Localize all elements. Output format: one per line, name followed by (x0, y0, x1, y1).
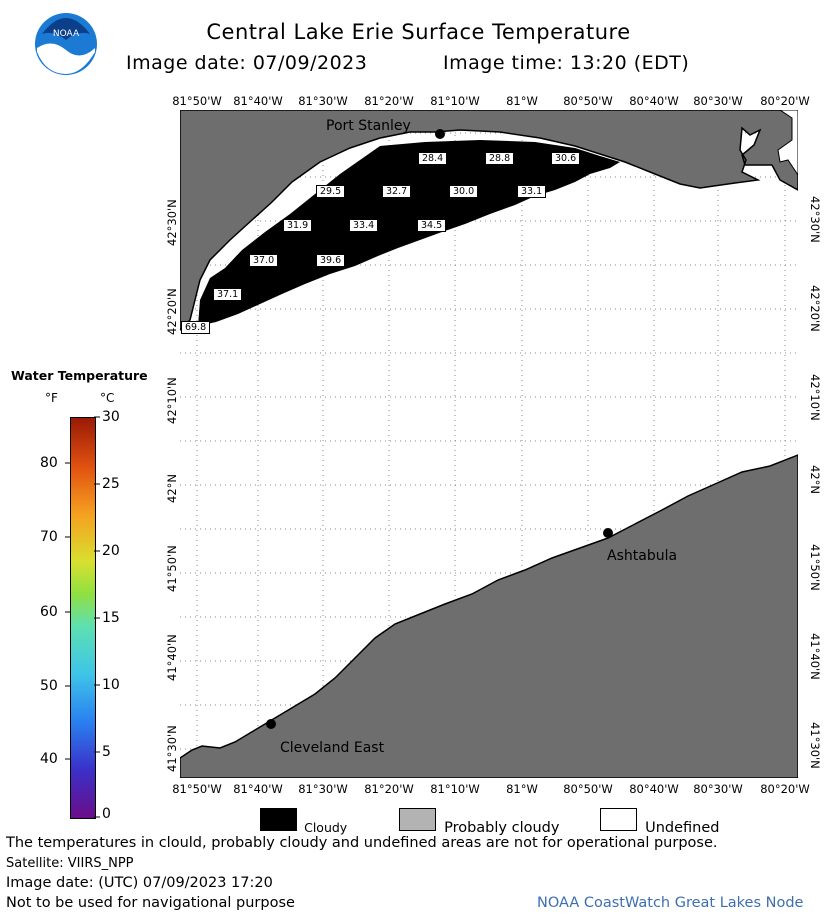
map-title: Central Lake Erie Surface Temperature (206, 20, 631, 44)
temp-label: 69.8 (181, 321, 211, 334)
svg-text:NOAA: NOAA (53, 29, 80, 39)
temp-label: 33.4 (349, 219, 379, 232)
undefined-swatch (600, 808, 637, 831)
lon-label: 81°20'W (364, 782, 414, 796)
temp-label: 31.9 (283, 219, 313, 232)
navigation-warning: Not to be used for navigational purpose (6, 895, 295, 911)
lon-label: 80°30'W (693, 94, 743, 108)
lon-label: 81°W (506, 94, 538, 108)
temp-label: 30.0 (449, 185, 479, 198)
lon-label: 81°40'W (233, 94, 283, 108)
lon-label: 80°50'W (563, 782, 613, 796)
legend-f-tick: 70 (40, 529, 58, 545)
lon-label: 81°30'W (298, 782, 348, 796)
lat-label: 41°40'N (808, 633, 822, 680)
temp-label: 33.1 (517, 185, 547, 198)
temp-label: 32.7 (382, 185, 412, 198)
port-stanley-marker (435, 129, 445, 139)
image-date: Image date: 07/09/2023 (126, 52, 368, 74)
legend-c-tick: 5 (102, 744, 111, 760)
undefined-label: Undefined (645, 820, 720, 836)
lat-label: 41°40'N (165, 634, 179, 681)
lat-label: 42°N (165, 474, 179, 503)
lon-label: 81°40'W (233, 782, 283, 796)
legend-ticks (65, 416, 100, 818)
lat-label: 41°30'N (165, 725, 179, 772)
credit-text: NOAA CoastWatch Great Lakes Node (537, 895, 804, 911)
lon-label: 81°20'W (364, 94, 414, 108)
lat-label: 41°50'N (165, 545, 179, 592)
cloud-region (198, 140, 620, 326)
legend-c-tick: 15 (102, 610, 120, 626)
ashtabula-marker (603, 528, 613, 538)
lat-label: 41°30'N (808, 722, 822, 769)
north-shore-land (180, 110, 798, 332)
lat-label: 42°10'N (808, 374, 822, 421)
probably-cloudy-swatch (399, 808, 436, 831)
cloudy-swatch (260, 808, 297, 831)
lon-label: 80°30'W (693, 782, 743, 796)
lon-label: 81°W (506, 782, 538, 796)
legend-f-tick: 60 (40, 604, 58, 620)
lon-label: 81°30'W (298, 94, 348, 108)
temp-label: 37.1 (213, 288, 243, 301)
temp-label: 29.5 (316, 185, 346, 198)
lat-label: 42°20'N (808, 285, 822, 332)
lat-label: 42°N (808, 465, 822, 494)
legend-unit-f: °F (45, 391, 58, 405)
city-label-port-stanley: Port Stanley (326, 118, 411, 134)
disclaimer-text: The temperatures in clould, probably clo… (6, 835, 718, 851)
image-time: Image time: 13:20 (EDT) (443, 52, 690, 74)
utc-date-text: Image date: (UTC) 07/09/2023 17:20 (6, 875, 273, 891)
lon-label: 81°50'W (172, 94, 222, 108)
lon-label: 80°20'W (760, 94, 810, 108)
lon-label: 80°50'W (563, 94, 613, 108)
cleveland-east-marker (266, 719, 276, 729)
lon-label: 80°40'W (629, 94, 679, 108)
lon-label: 80°20'W (760, 782, 810, 796)
map-panel (180, 110, 798, 778)
legend-title: Water Temperature (11, 368, 148, 383)
legend-undefined: Undefined (600, 808, 719, 836)
legend-f-tick: 40 (40, 751, 58, 767)
legend-f-tick: 50 (40, 678, 58, 694)
legend-f-tick: 80 (40, 455, 58, 471)
lat-label: 42°30'N (165, 199, 179, 246)
lat-label: 41°50'N (808, 544, 822, 591)
satellite-text: Satellite: VIIRS_NPP (6, 856, 134, 871)
legend-c-tick: 10 (102, 677, 120, 693)
legend-c-tick: 30 (102, 409, 120, 425)
legend-c-tick: 20 (102, 543, 120, 559)
cloudy-label: Cloudy (304, 820, 348, 835)
legend-unit-c: °C (100, 391, 115, 405)
lat-label: 42°20'N (165, 288, 179, 335)
lon-label: 80°40'W (629, 782, 679, 796)
legend-c-tick: 25 (102, 476, 120, 492)
probably-cloudy-label: Probably cloudy (444, 820, 560, 836)
lat-label: 42°10'N (165, 377, 179, 424)
temp-label: 34.5 (417, 219, 447, 232)
temp-label: 39.6 (316, 254, 346, 267)
temp-label: 28.8 (485, 152, 515, 165)
legend-probably-cloudy: Probably cloudy (399, 808, 559, 836)
south-shore-land (180, 454, 798, 778)
lon-label: 81°50'W (172, 782, 222, 796)
legend-c-tick: 0 (102, 806, 111, 822)
lon-label: 81°10'W (430, 94, 480, 108)
lon-label: 81°10'W (430, 782, 480, 796)
city-label-ashtabula: Ashtabula (607, 548, 678, 564)
lat-label: 42°30'N (808, 196, 822, 243)
temp-label: 30.6 (551, 152, 581, 165)
noaa-logo: NOAA (34, 12, 98, 76)
temp-label: 28.4 (418, 152, 448, 165)
temp-label: 37.0 (249, 254, 279, 267)
legend-cloudy: Cloudy (260, 808, 347, 835)
city-label-cleveland-east: Cleveland East (280, 740, 385, 756)
